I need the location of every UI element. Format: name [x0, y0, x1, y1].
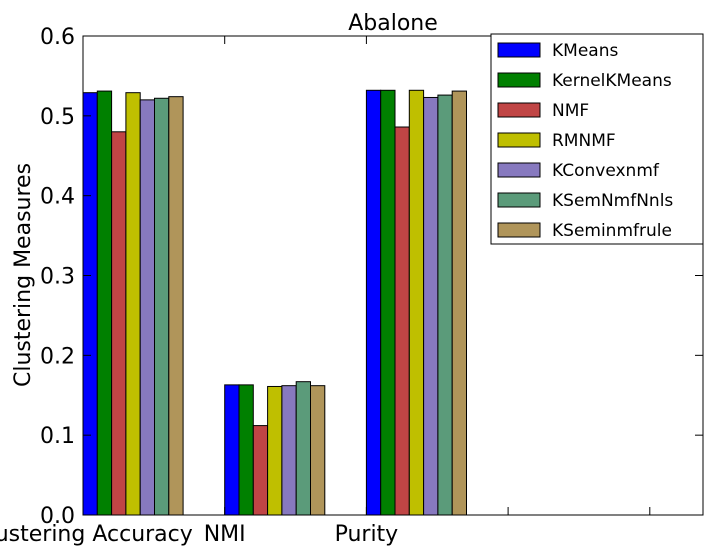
legend-swatch-rmnmf [497, 132, 541, 148]
bar-rmnmf-0 [125, 92, 141, 516]
bar-kconvexnmf-0 [139, 99, 155, 516]
legend-label-kconvexnmf: KConvexnmf [552, 161, 660, 181]
legend-swatch-nmf [497, 102, 541, 118]
bar-nmf-1 [252, 425, 269, 516]
bar-nmf-0 [111, 131, 127, 516]
y-tick-label: 0.5 [40, 105, 75, 130]
bar-kmeans-2 [365, 89, 382, 516]
bar-kernelkmeans-1 [238, 384, 254, 516]
x-category-label: Clustering Accuracy [0, 522, 193, 547]
bar-ksemnmfnnls-1 [295, 381, 312, 516]
y-tick-label: 0.4 [40, 185, 75, 210]
legend-label-kmeans: KMeans [552, 41, 618, 61]
bar-kernelkmeans-0 [96, 90, 113, 516]
bar-kconvexnmf-1 [281, 385, 297, 516]
legend-label-ksemnmfnnls: KSemNmfNnls [552, 191, 673, 211]
bar-ksemnmfnnls-2 [437, 94, 453, 516]
legend-label-rmnmf: RMNMF [552, 131, 616, 151]
legend-swatch-kseminmfrule [497, 222, 541, 238]
bar-kmeans-0 [82, 92, 98, 516]
bar-rmnmf-2 [408, 89, 425, 516]
chart-title: Abalone [348, 11, 438, 36]
y-tick-label: 0.2 [40, 344, 75, 369]
bar-kernelkmeans-2 [380, 89, 396, 516]
bar-kseminmfrule-1 [310, 385, 326, 516]
legend-swatch-kconvexnmf [497, 162, 541, 178]
legend-swatch-ksemnmfnnls [497, 192, 541, 208]
y-tick-label: 0.1 [40, 424, 75, 449]
y-tick-label: 0.3 [40, 265, 75, 290]
bars-group [82, 89, 468, 516]
legend-label-kseminmfrule: KSeminmfrule [552, 221, 672, 241]
legend-swatch-kernelkmeans [497, 72, 541, 88]
bar-kconvexnmf-2 [423, 96, 439, 516]
bar-kseminmfrule-0 [168, 96, 184, 516]
bar-ksemnmfnnls-0 [154, 97, 170, 516]
bar-rmnmf-1 [267, 385, 283, 516]
legend-swatch-kmeans [497, 42, 541, 58]
bar-nmf-2 [394, 126, 410, 516]
y-tick-label: 0.6 [40, 25, 75, 50]
legend-label-nmf: NMF [552, 101, 589, 121]
legend-label-kernelkmeans: KernelKMeans [552, 71, 672, 91]
bar-kseminmfrule-2 [451, 90, 468, 516]
x-category-label: Purity [335, 522, 399, 547]
x-category-label: NMI [204, 522, 246, 547]
legend: KMeans KernelKMeans NMF RMNMF KConvexnmf KSem… [490, 33, 704, 245]
y-tick-label: 0.0 [40, 504, 75, 529]
y-axis-label: Clustering Measures [11, 163, 36, 387]
axes-group: 0.0 0.1 0.2 0.3 0.4 0.5 0.6 Clustering Accuracy… [0, 25, 704, 547]
bar-kmeans-1 [224, 384, 240, 516]
